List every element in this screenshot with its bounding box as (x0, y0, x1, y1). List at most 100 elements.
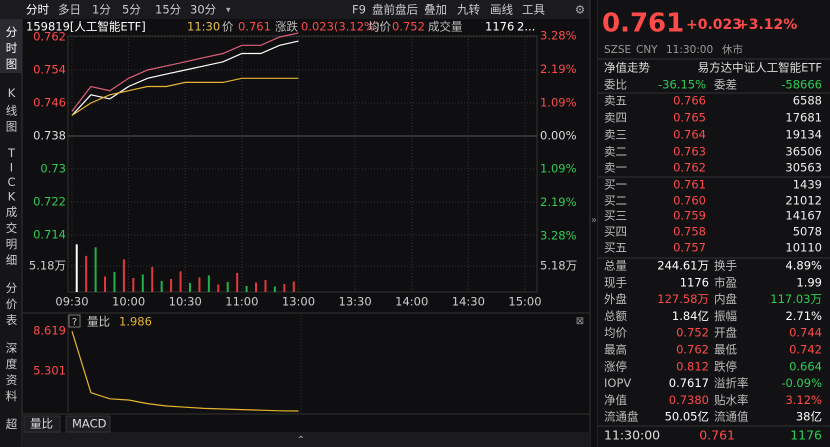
y2-tick-label: 3.28% (540, 29, 577, 43)
book-label: 卖四 (604, 111, 627, 125)
book-price: 0.763 (673, 145, 706, 159)
book-label: 卖三 (604, 128, 627, 142)
stat-label: 总额 (604, 309, 627, 323)
y-tick-label: 0.722 (33, 195, 66, 209)
toolbar-button[interactable]: F9 (352, 3, 366, 17)
sub-tab[interactable]: 量比 (30, 417, 53, 431)
sub-tab[interactable]: MACD (72, 417, 107, 431)
toolbar-button[interactable]: 九转 (457, 3, 480, 17)
stat-value: 0.742 (789, 343, 822, 357)
book-volume: 19134 (785, 128, 822, 142)
stat-value: 2.71% (785, 309, 822, 323)
price-panel-frame (67, 35, 538, 293)
legend-value: 1.986 (119, 315, 152, 329)
toolbar-tab[interactable]: 5分 (122, 3, 141, 17)
quote-meta: CNY (636, 44, 658, 56)
book-volume: 30563 (785, 161, 822, 175)
bottom-strip (22, 432, 590, 447)
footer-price: 0.761 (699, 428, 735, 443)
footer-volume: 1176 (790, 428, 822, 443)
sub-tab-bg (65, 415, 111, 433)
side-tab[interactable]: 分价表 (5, 282, 19, 330)
toolbar-tab[interactable]: 多日 (58, 3, 81, 17)
book-volume: 6588 (793, 94, 822, 108)
book-label: 买五 (604, 241, 627, 255)
stat-value: 38亿 (796, 410, 822, 424)
quote-meta: 11:30:00 (666, 44, 713, 56)
stat-label: 换手 (714, 259, 737, 273)
stat-value: 0.664 (789, 359, 822, 373)
book-price: 0.766 (673, 94, 706, 108)
help-box (68, 314, 81, 328)
side-tab[interactable]: 深度资料 (5, 341, 19, 406)
book-volume: 14167 (785, 209, 822, 223)
book-volume: 21012 (785, 194, 822, 208)
collapse-arrow[interactable]: » (591, 215, 597, 226)
row-value: -58666 (781, 78, 822, 92)
side-tab[interactable]: 成交明细 (5, 206, 19, 270)
stat-value: 4.89% (785, 259, 822, 273)
stat-label: 现手 (604, 275, 627, 289)
stat-value: 50.05亿 (665, 410, 709, 424)
info-item: 11:30 (187, 20, 220, 34)
stat-label: 最低 (714, 343, 737, 357)
toolbar-button[interactable]: 叠加 (424, 3, 447, 17)
stat-label: 均价 (604, 326, 627, 340)
help-icon[interactable]: ? (72, 317, 77, 328)
stat-value: 0.762 (676, 343, 709, 357)
toolbar-button[interactable]: 工具 (522, 3, 545, 17)
stat-label: 净值 (604, 393, 627, 407)
change: +0.023 (686, 17, 742, 33)
close-panel[interactable]: ⊠ (576, 316, 584, 327)
side-tab[interactable]: K线图 (5, 86, 19, 137)
nav-trend[interactable]: 净值走势 (604, 61, 650, 75)
book-price: 0.764 (673, 128, 706, 142)
info-item: 0.752 (392, 20, 425, 34)
toolbar-tab[interactable]: 分时 (26, 3, 49, 17)
expand-icon[interactable]: ⌃ (297, 435, 305, 446)
side-tab[interactable]: 超 (5, 417, 19, 434)
book-price: 0.760 (673, 194, 706, 208)
info-item: 0.761 (238, 20, 271, 34)
stat-label: 溢折率 (714, 376, 749, 390)
book-volume: 10110 (785, 241, 822, 255)
toolbar-tab[interactable]: 30分 (190, 3, 217, 17)
toolbar-button[interactable]: 画线 (490, 3, 513, 17)
book-volume: 17681 (785, 111, 822, 125)
stat-label: 流通值 (714, 410, 749, 424)
stat-value: 244.61万 (657, 259, 709, 273)
y-tick-label: 0.746 (33, 96, 66, 110)
book-label: 买二 (604, 194, 627, 208)
dropdown-arrow[interactable]: ▾ (226, 6, 231, 16)
y2-tick-label: 2.19% (540, 62, 577, 76)
y2-tick-label: 2.19% (540, 195, 577, 209)
toolbar-tab[interactable]: 15分 (155, 3, 182, 17)
series-line (71, 77, 299, 116)
stat-label: 外盘 (604, 292, 627, 306)
book-label: 买一 (604, 178, 627, 192)
info-item: 2... (517, 20, 535, 34)
toolbar-button[interactable]: 盘前盘后 (372, 3, 418, 17)
stat-label: 最高 (604, 343, 627, 357)
stat-label: 振幅 (714, 309, 737, 323)
stat-value: 1.99 (796, 275, 822, 289)
y-tick-label: 8.619 (33, 324, 66, 338)
side-tab[interactable]: TICK (5, 146, 19, 204)
toolbar-tab[interactable]: 1分 (92, 3, 111, 17)
stat-label: 市盈 (714, 275, 737, 289)
stat-label: 开盘 (714, 326, 737, 340)
stat-value: 0.752 (676, 326, 709, 340)
y2-tick-label: 0.00% (540, 129, 577, 143)
side-tab[interactable]: 分时图 (5, 26, 19, 74)
stat-value: 117.03万 (770, 292, 822, 306)
book-volume: 1439 (793, 178, 822, 192)
last-price: 0.761 (602, 9, 684, 39)
book-volume: 36506 (785, 145, 822, 159)
settings-icon[interactable]: ⚙ (575, 3, 585, 17)
y2-tick-label: 3.28% (540, 228, 577, 242)
x-tick-label: 10:30 (169, 295, 202, 309)
quote-meta: SZSE (604, 44, 631, 56)
stat-value: 1176 (680, 275, 709, 289)
side-tab-bg (0, 19, 22, 447)
